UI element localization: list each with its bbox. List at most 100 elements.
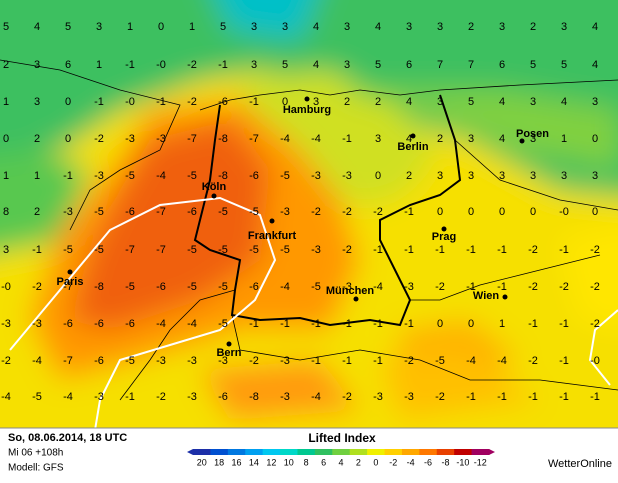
- grid-value: 4: [499, 133, 505, 145]
- city-label: Köln: [202, 181, 227, 193]
- grid-value: -2: [528, 244, 538, 256]
- grid-value: -1: [218, 59, 228, 71]
- grid-value: -2: [187, 96, 197, 108]
- grid-value: -4: [280, 133, 290, 145]
- grid-value: 3: [468, 133, 474, 145]
- legend-arrow-right: [489, 449, 495, 455]
- grid-value: -1: [528, 391, 538, 403]
- grid-value: -3: [373, 391, 383, 403]
- legend-swatch: [419, 449, 438, 455]
- city-dot: [67, 269, 73, 275]
- legend-swatch: [314, 449, 333, 455]
- grid-value: -2: [249, 355, 259, 367]
- grid-value: 3: [530, 96, 536, 108]
- legend-label: 0: [373, 457, 378, 467]
- grid-value: -5: [218, 244, 228, 256]
- legend-swatch: [367, 449, 386, 455]
- grid-value: 6: [499, 59, 505, 71]
- grid-value: 0: [3, 133, 9, 145]
- grid-value: 3: [530, 170, 536, 182]
- grid-value: -2: [32, 281, 42, 293]
- legend-label: 20: [197, 457, 207, 467]
- grid-value: -1: [466, 391, 476, 403]
- grid-value: 0: [468, 318, 474, 330]
- legend-label: -4: [407, 457, 415, 467]
- grid-value: 4: [34, 21, 40, 33]
- legend-arrow-left: [187, 449, 193, 455]
- grid-value: 3: [592, 96, 598, 108]
- grid-value: -3: [280, 355, 290, 367]
- grid-value: 0: [468, 206, 474, 218]
- city-dot: [519, 138, 525, 144]
- grid-value: -1: [404, 244, 414, 256]
- grid-value: 5: [468, 96, 474, 108]
- grid-value: -1: [342, 318, 352, 330]
- city-dot: [441, 226, 447, 232]
- grid-value: 5: [375, 59, 381, 71]
- grid-value: -6: [63, 318, 73, 330]
- grid-value: -2: [1, 355, 11, 367]
- grid-value: -3: [218, 355, 228, 367]
- city-label: Frankfurt: [248, 230, 297, 242]
- footer-lead: Mi 06 +108h: [8, 448, 63, 459]
- city-dot: [304, 96, 310, 102]
- grid-value: -5: [94, 206, 104, 218]
- grid-value: -1: [125, 391, 135, 403]
- grid-value: -5: [311, 281, 321, 293]
- grid-value: -2: [156, 391, 166, 403]
- grid-value: -5: [280, 170, 290, 182]
- grid-value: 3: [344, 21, 350, 33]
- grid-value: 0: [592, 133, 598, 145]
- grid-value: -0: [156, 59, 166, 71]
- grid-value: -1: [559, 391, 569, 403]
- grid-value: 0: [375, 170, 381, 182]
- grid-value: 0: [592, 206, 598, 218]
- grid-value: -1: [32, 244, 42, 256]
- grid-value: -6: [94, 355, 104, 367]
- grid-value: -2: [373, 206, 383, 218]
- legend-label: 12: [266, 457, 276, 467]
- grid-value: 2: [375, 96, 381, 108]
- grid-value: 3: [561, 170, 567, 182]
- grid-value: 3: [592, 170, 598, 182]
- grid-value: -6: [156, 281, 166, 293]
- cities: Hamburg Berlin Posen Köln Frankfurt Prag Paris…: [57, 96, 549, 359]
- grid-value: -5: [187, 244, 197, 256]
- grid-value: 6: [406, 59, 412, 71]
- grid-value: 2: [3, 59, 9, 71]
- legend-swatch: [210, 449, 229, 455]
- grid-value: 1: [34, 170, 40, 182]
- grid-value: -0: [125, 96, 135, 108]
- grid-value: 2: [344, 96, 350, 108]
- grid-value: 1: [3, 170, 9, 182]
- grid-value: 3: [3, 244, 9, 256]
- legend-label: -8: [441, 457, 449, 467]
- city-label: Berlin: [397, 141, 428, 153]
- grid-value: 4: [406, 96, 412, 108]
- grid-value: -4: [156, 318, 166, 330]
- grid-value: 1: [96, 59, 102, 71]
- grid-value: 2: [437, 133, 443, 145]
- grid-value: 3: [437, 21, 443, 33]
- grid-value: 3: [251, 21, 257, 33]
- legend-swatch: [297, 449, 316, 455]
- grid-value: -6: [125, 206, 135, 218]
- grid-value: 5: [220, 21, 226, 33]
- grid-value: 3: [561, 21, 567, 33]
- grid-value: -2: [528, 281, 538, 293]
- grid-value: -4: [466, 355, 476, 367]
- grid-value: -4: [63, 391, 73, 403]
- legend-swatch: [401, 449, 420, 455]
- grid-value: 1: [499, 318, 505, 330]
- grid-value: 3: [96, 21, 102, 33]
- grid-value: -5: [63, 244, 73, 256]
- grid-value: 3: [468, 170, 474, 182]
- grid-value: -2: [342, 391, 352, 403]
- legend-label: -10: [456, 457, 469, 467]
- grid-value: -1: [249, 96, 259, 108]
- grid-value: -5: [218, 281, 228, 293]
- grid-value: 1: [3, 96, 9, 108]
- grid-value: 7: [437, 59, 443, 71]
- grid-value: -1: [404, 206, 414, 218]
